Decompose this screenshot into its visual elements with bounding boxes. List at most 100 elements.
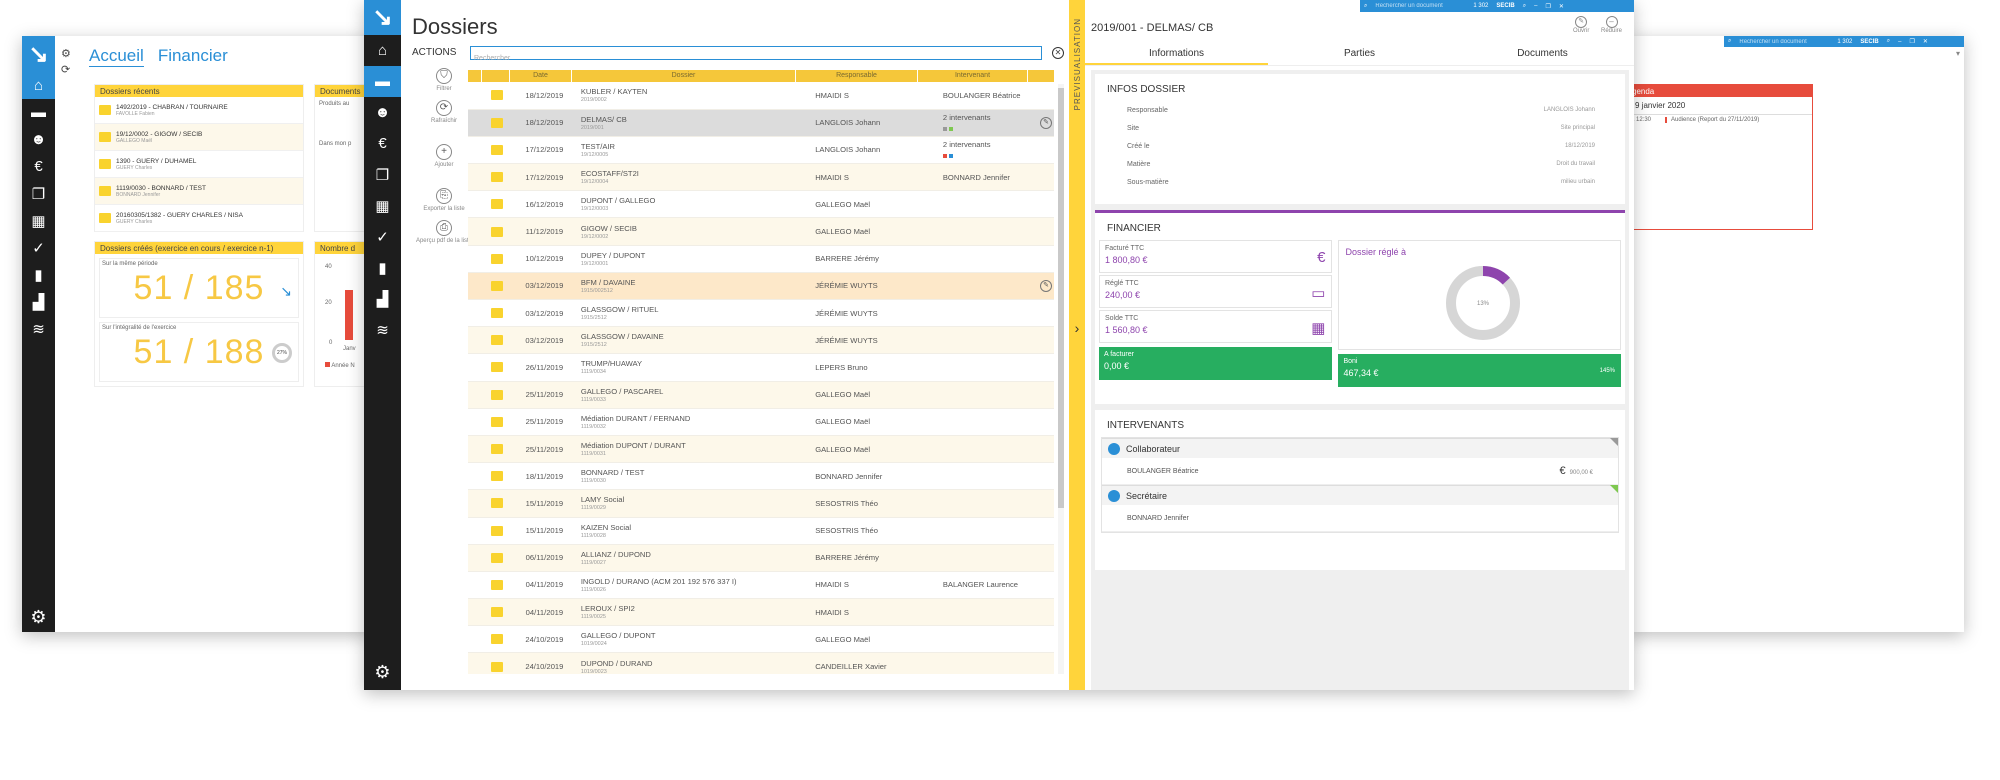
- open-button[interactable]: ✎ Ouvrir: [1573, 16, 1590, 34]
- tab-parties[interactable]: Parties: [1343, 48, 1376, 59]
- zoom-icon[interactable]: ⌕: [1522, 2, 1527, 9]
- table-row[interactable]: 15/11/2019 LAMY Social 1119/0029 SESOSTRIS …: [468, 489, 1054, 518]
- reduce-button[interactable]: – Réduire: [1601, 16, 1623, 34]
- row-responsable: BARRERE Jérémy: [811, 544, 939, 572]
- search-icon[interactable]: ⌕: [1728, 38, 1732, 44]
- clear-search-icon[interactable]: ✕: [1052, 47, 1064, 59]
- recent-file-item[interactable]: 20160305/1382 - GUERY CHARLES / NISA GUER…: [95, 205, 303, 232]
- column-intervenant[interactable]: Intervenant: [918, 70, 1028, 82]
- tab-accueil[interactable]: Accueil: [89, 46, 144, 67]
- chevron-down-icon[interactable]: ▾: [1955, 49, 1960, 58]
- table-scrollbar[interactable]: [1058, 84, 1064, 674]
- table-row[interactable]: 04/11/2019 LEROUX / SPI2 1119/0025 HMAIDI S: [468, 598, 1054, 627]
- table-row[interactable]: 18/11/2019 BONNARD / TEST 1119/0030 BONNARD…: [468, 462, 1054, 491]
- tab-documents[interactable]: Documents: [1517, 48, 1568, 59]
- table-row[interactable]: 06/11/2019 ALLIANZ / DUPOND 1119/0027 BARRE…: [468, 544, 1054, 572]
- search-document-input[interactable]: Rechercher un document: [1375, 3, 1443, 9]
- refresh-small-icon[interactable]: ⟳: [61, 64, 71, 76]
- action-print-button[interactable]: ⎙ Aperçu pdf de la liste: [414, 220, 474, 244]
- table-row[interactable]: 18/12/2019 DELMAS/ CB 2019/001 LANGLOIS Joh…: [468, 109, 1054, 137]
- zoom-icon[interactable]: ⌕: [1886, 38, 1891, 44]
- tab-informations[interactable]: Informations: [1085, 48, 1268, 65]
- table-row[interactable]: 15/11/2019 KAIZEN Social 1119/0028 SESOSTRI…: [468, 517, 1054, 545]
- clipboard-icon[interactable]: ▮: [378, 259, 387, 277]
- intervenant-group-header[interactable]: Collaborateur: [1102, 438, 1618, 458]
- recent-file-title: 1492/2019 - CHABRAN / TOURNAIRE: [116, 103, 228, 111]
- action-add-button[interactable]: + Ajouter: [414, 144, 474, 168]
- check-icon[interactable]: ✓: [32, 239, 45, 257]
- check-icon[interactable]: ✓: [376, 228, 389, 246]
- table-row[interactable]: 24/10/2019 GALLEGO / DUPONT 1019/0024 GALLE…: [468, 625, 1054, 654]
- maximize-icon[interactable]: ❐: [1909, 39, 1915, 45]
- table-row[interactable]: 17/12/2019 ECOSTAFF/ST2I 19/12/0004 HMAIDI …: [468, 163, 1054, 192]
- copy-icon[interactable]: ❐: [31, 185, 46, 203]
- users-icon[interactable]: ☻: [30, 131, 47, 148]
- users-icon[interactable]: ☻: [374, 104, 391, 121]
- chart-icon[interactable]: ▟: [32, 293, 45, 311]
- row-dossier-name: DUPOND / DURAND: [580, 658, 653, 668]
- settings-small-icon[interactable]: ⚙: [61, 48, 71, 60]
- recent-file-item[interactable]: 1390 - GUERY / DUHAMEL GUERY Charles: [95, 151, 303, 178]
- euro-icon[interactable]: €: [34, 158, 43, 175]
- intervenant-row[interactable]: BOULANGER Béatrice €900,00 €: [1102, 438, 1618, 485]
- preview-toggle-bar[interactable]: PREVISUALISATION ›: [1069, 0, 1085, 690]
- settings-icon[interactable]: ⚙: [30, 606, 47, 627]
- action-export-button[interactable]: ⎘ Exporter la liste: [414, 188, 474, 212]
- scrollbar-thumb[interactable]: [1058, 88, 1064, 508]
- table-row[interactable]: 03/12/2019 BFM / DAVAINE 1915/002512 JÉRÉMI…: [468, 272, 1054, 301]
- table-row[interactable]: 18/12/2019 KUBLER / KAYTEN 2019/0002 HMAIDI…: [468, 82, 1054, 110]
- mw-icon[interactable]: ≋: [376, 321, 389, 339]
- table-row[interactable]: 10/12/2019 DUPEY / DUPONT 19/12/0001 BARRER…: [468, 245, 1054, 273]
- table-row[interactable]: 16/12/2019 DUPONT / GALLEGO 19/12/0003 GALL…: [468, 190, 1054, 219]
- column-dossier[interactable]: Dossier: [572, 70, 796, 82]
- chevron-right-icon[interactable]: ›: [1074, 320, 1080, 337]
- home-icon[interactable]: ⌂: [22, 72, 55, 99]
- action-refresh-button[interactable]: ⟳ Rafraîchir: [414, 100, 474, 124]
- table-row[interactable]: 25/11/2019 Médiation DUPONT / DURANT 1119/…: [468, 435, 1054, 464]
- table-row[interactable]: 26/11/2019 TRUMP/HUAWAY 1119/0034 LEPERS Br…: [468, 353, 1054, 382]
- folder-icon[interactable]: ▬: [364, 66, 401, 97]
- column-responsable[interactable]: Responsable: [796, 70, 918, 82]
- agenda-event[interactable]: à 12:30 Audience (Report du 27/11/2019): [1631, 117, 1760, 123]
- table-row[interactable]: 25/11/2019 GALLEGO / PASCAREL 1119/0033 GAL…: [468, 381, 1054, 409]
- copy-icon[interactable]: ❐: [375, 166, 390, 184]
- table-row[interactable]: 17/12/2019 TEST/AIR 19/12/0005 LANGLOIS Joh…: [468, 136, 1054, 165]
- recent-file-item[interactable]: 1119/0030 - BONNARD / TEST BONNARD Jennif…: [95, 178, 303, 205]
- intervenant-group-header[interactable]: Secrétaire: [1102, 485, 1618, 505]
- search-document-input[interactable]: Rechercher un document: [1739, 38, 1807, 45]
- mw-icon[interactable]: ≋: [32, 320, 45, 338]
- table-row[interactable]: 25/11/2019 Médiation DURANT / FERNAND 1119…: [468, 408, 1054, 436]
- recent-file-item[interactable]: 1492/2019 - CHABRAN / TOURNAIRE FAVOLLE F…: [95, 97, 303, 124]
- minimize-icon[interactable]: –: [1898, 38, 1902, 45]
- chart-icon[interactable]: ▟: [376, 290, 389, 308]
- table-row[interactable]: 03/12/2019 GLASSGOW / RITUEL 1915/2512 JÉRÉ…: [468, 299, 1054, 328]
- table-row[interactable]: 03/12/2019 GLASSGOW / DAVAINE 1915/2512 JÉR…: [468, 326, 1054, 355]
- euro-icon[interactable]: €: [378, 135, 387, 152]
- edit-icon[interactable]: ✎: [1040, 116, 1052, 129]
- calendar-icon[interactable]: ▦: [31, 212, 46, 230]
- table-row[interactable]: 04/11/2019 INGOLD / DURANO (ACM 201 192 5…: [468, 571, 1054, 600]
- intervenant-row[interactable]: BONNARD Jennifer: [1102, 485, 1618, 532]
- close-icon[interactable]: ✕: [1558, 3, 1564, 10]
- table-row[interactable]: 11/12/2019 GIGOW / SECIB 19/12/0002 GALLEGO…: [468, 217, 1054, 246]
- collapse-icon[interactable]: [1108, 489, 1120, 502]
- clipboard-icon[interactable]: ▮: [34, 266, 43, 284]
- close-icon[interactable]: ✕: [1922, 39, 1928, 45]
- home-icon[interactable]: ⌂: [377, 42, 388, 59]
- folder-icon[interactable]: ▬: [31, 104, 46, 121]
- row-icon-cell: [482, 625, 512, 654]
- action-filter-button[interactable]: ⛉ Filtrer: [414, 68, 474, 92]
- minimize-icon[interactable]: –: [1534, 3, 1538, 9]
- calendar-icon[interactable]: ▦: [375, 197, 390, 215]
- column-date[interactable]: Date: [510, 70, 572, 82]
- table-row[interactable]: 24/10/2019 DUPOND / DURAND 1019/0023 CANDEI…: [468, 652, 1054, 674]
- search-icon[interactable]: ⌕: [1364, 2, 1368, 9]
- tab-financier[interactable]: Financier: [157, 46, 228, 65]
- collapse-icon[interactable]: [1108, 442, 1120, 455]
- maximize-icon[interactable]: ❐: [1545, 3, 1551, 10]
- settings-icon[interactable]: ⚙: [374, 661, 391, 682]
- search-input[interactable]: Rechercher: [474, 55, 511, 62]
- regle-label: Dossier réglé à: [1345, 247, 1406, 257]
- edit-icon[interactable]: ✎: [1040, 279, 1052, 292]
- recent-file-item[interactable]: 19/12/0002 - GIGOW / SECIB GALLEGO Maël: [95, 124, 303, 151]
